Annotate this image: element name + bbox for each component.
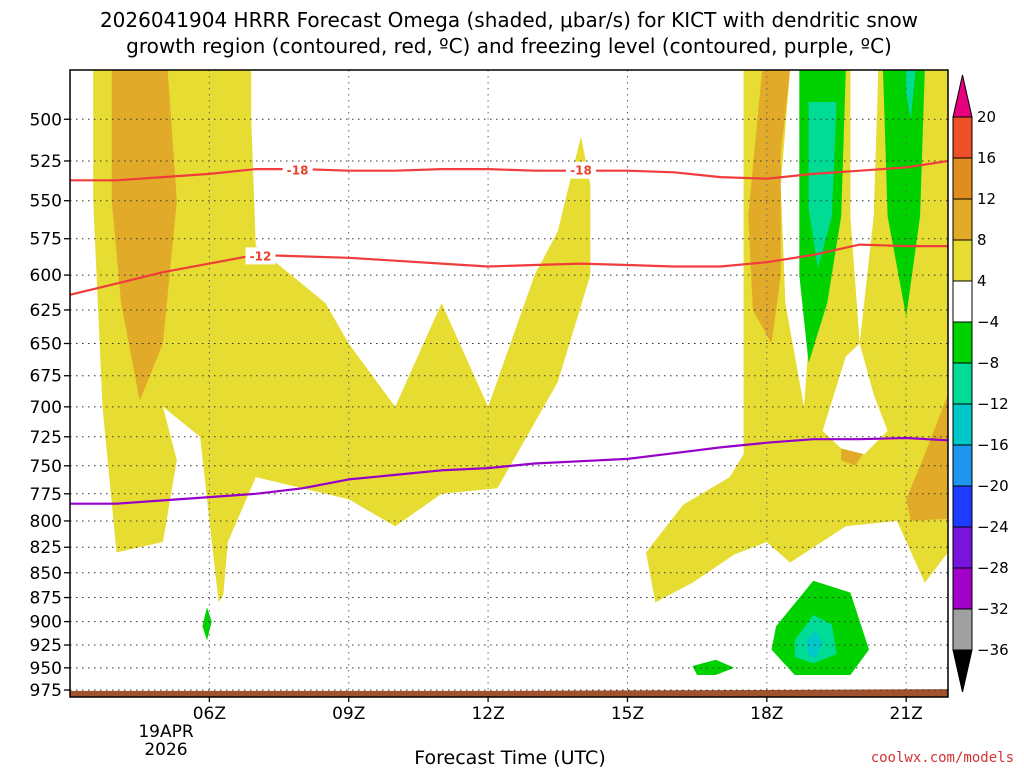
colorbar-band--4-to-4 (952, 280, 973, 323)
colorbar-label-20: 20 (977, 108, 996, 126)
colorbar-band-4-to-8 (952, 239, 973, 282)
colorbar-label--16: −16 (977, 436, 1009, 454)
chart-title-line1: 2026041904 HRRR Forecast Omega (shaded, … (100, 8, 918, 32)
x-axis-label: Forecast Time (UTC) (414, 747, 605, 768)
colorbar-label-4: 4 (977, 272, 987, 290)
colorbar-band--28-to--24 (952, 526, 973, 569)
plot-frame (69, 69, 949, 698)
y-tick-label-725: 725 (30, 428, 62, 448)
y-tick-label-575: 575 (30, 230, 62, 250)
contour-label-bg-0 (282, 161, 313, 179)
shade-omega-white-gap-3 (822, 343, 888, 455)
colorbar-label-12: 12 (977, 190, 996, 208)
y-tick-label-750: 750 (30, 457, 62, 477)
colorbar-band--8-to--4 (952, 321, 973, 364)
shade-omega-8-12-late-core (748, 70, 791, 344)
y-tick-label-950: 950 (30, 659, 62, 679)
title: 2026041904 HRRR Forecast Omega (shaded, … (100, 8, 918, 58)
y-tick-label-650: 650 (30, 334, 62, 354)
y-tick-label-875: 875 (30, 589, 62, 609)
y-tick-label-525: 525 (30, 152, 62, 172)
colorbar-label--32: −32 (977, 600, 1009, 618)
colorbar-label--12: −12 (977, 395, 1009, 413)
y-tick-label-600: 600 (30, 266, 62, 286)
colorbar-band--12-to--8 (952, 362, 973, 405)
shaded-fields (70, 70, 948, 697)
shade-omega-8-12-early-core (111, 70, 177, 401)
x-axis-ticks: 06Z 09Z 12Z 15Z 18Z 21Z (193, 697, 923, 724)
contour-group (70, 159, 948, 505)
colorbar-under-triangle (952, 649, 973, 693)
shade-ground (70, 689, 948, 697)
y-axis-ticks: 500 525 550 575 600 625 650 675 700 725 750 775 800 8… (30, 110, 70, 701)
contour-label-0: -18 (287, 164, 309, 178)
colorbar-band--36-to--32 (952, 608, 973, 651)
colorbar-over-triangle (952, 74, 973, 118)
contour-labels: -18 -18 -12 (245, 161, 597, 265)
colorbar-band--32-to--28 (952, 567, 973, 610)
colorbar-label-16: 16 (977, 149, 996, 167)
colorbar-label--24: −24 (977, 518, 1009, 536)
colorbar-band-16-to-20 (952, 116, 973, 159)
gridlines (70, 70, 948, 697)
shade-omega-8-to-12-column-1 (808, 102, 837, 268)
shade-omega-4-to-8-column-2 (883, 70, 925, 317)
colorbar-label--4: −4 (977, 313, 999, 331)
x-tick-label-09Z: 09Z (332, 704, 365, 724)
y-tick-label-625: 625 (30, 301, 62, 321)
colorbar-band-12-to-16 (952, 157, 973, 200)
colorbar-label-8: 8 (977, 231, 987, 249)
y-tick-label-825: 825 (30, 538, 62, 558)
colorbar-label--36: −36 (977, 641, 1009, 659)
colorbar: −36 −32 −28 −24 −20 −16 −12 −8 −4 4 8 12 16 20 (952, 74, 1009, 693)
shade-omega-8-to-12-column-2 (906, 70, 916, 120)
x-tick-label-12Z: 12Z (471, 704, 504, 724)
colorbar-band--20-to--16 (952, 444, 973, 487)
y-tick-label-500: 500 (30, 110, 62, 130)
date-label-month: 19APR (138, 722, 194, 742)
contour-lines (70, 159, 948, 505)
contour--18c-isotherm (70, 159, 948, 182)
contour--12c-isotherm (70, 243, 948, 296)
shade-omega-4-to-8-small-blob (202, 607, 212, 641)
contour-label-2: -12 (250, 249, 272, 263)
contour-label-1: -18 (570, 164, 592, 178)
x-tick-label-06Z: 06Z (193, 704, 226, 724)
colorbar-band--16-to--12 (952, 403, 973, 446)
colorbar-label--8: −8 (977, 354, 999, 372)
y-tick-label-925: 925 (30, 636, 62, 656)
y-tick-label-550: 550 (30, 192, 62, 212)
watermark: coolwx.com/models (871, 750, 1014, 766)
contour-0c-freezing-level (70, 436, 948, 505)
date-label-year: 2026 (144, 740, 187, 760)
y-tick-label-900: 900 (30, 613, 62, 633)
x-tick-label-18Z: 18Z (750, 704, 783, 724)
y-tick-label-700: 700 (30, 398, 62, 418)
shade-omega-8-12-low-level-patch (906, 394, 948, 521)
x-tick-label-15Z: 15Z (611, 704, 644, 724)
contour-label-bg-2 (245, 247, 276, 265)
chart-title-line2: growth region (contoured, red, ºC) and f… (126, 34, 892, 58)
contour-label-bg-1 (566, 161, 597, 179)
y-tick-label-800: 800 (30, 512, 62, 532)
y-tick-label-850: 850 (30, 564, 62, 584)
y-tick-label-675: 675 (30, 367, 62, 387)
colorbar-band-8-to-12 (952, 198, 973, 241)
colorbar-band--24-to--20 (952, 485, 973, 528)
colorbar-label--20: −20 (977, 477, 1009, 495)
x-tick-label-21Z: 21Z (890, 704, 923, 724)
colorbar-label--28: −28 (977, 559, 1009, 577)
y-tick-label-775: 775 (30, 485, 62, 505)
plot-area-fills (70, 70, 948, 697)
y-tick-label-975: 975 (30, 681, 62, 701)
